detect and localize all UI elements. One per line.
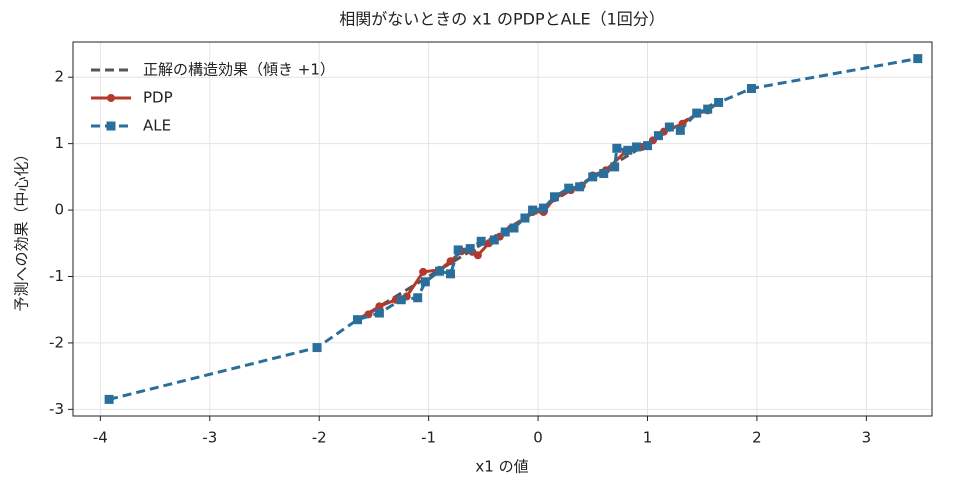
marker: [375, 302, 384, 311]
y-tick-label: 0: [54, 201, 64, 219]
marker: [623, 145, 633, 155]
marker: [509, 223, 519, 233]
y-tick-label: -3: [49, 400, 64, 418]
marker: [476, 236, 486, 246]
marker: [413, 293, 423, 303]
marker: [520, 213, 530, 223]
y-tick-label: -1: [49, 267, 64, 285]
marker: [374, 308, 384, 318]
marker: [539, 203, 549, 213]
x-tick-label: -4: [93, 429, 108, 447]
x-tick-label: 2: [752, 429, 762, 447]
marker: [446, 269, 456, 279]
marker: [106, 121, 116, 131]
marker: [489, 235, 499, 245]
marker: [664, 122, 674, 132]
marker: [575, 182, 585, 192]
chart-title: 相関がないときの x1 のPDPとALE（1回分）: [339, 10, 665, 29]
y-tick-label: 2: [54, 68, 64, 86]
marker: [714, 97, 724, 107]
x-tick-label: -1: [421, 429, 436, 447]
marker: [746, 84, 756, 94]
x-tick-label: -2: [312, 429, 327, 447]
legend: 正解の構造効果（傾き +1） PDP ALE: [91, 61, 335, 135]
marker: [104, 394, 114, 404]
legend-label: 正解の構造効果（傾き +1）: [143, 61, 335, 79]
x-tick-label: 3: [862, 429, 872, 447]
marker: [465, 244, 475, 254]
x-tick-label: 1: [643, 429, 653, 447]
y-axis-label: 予測への効果（中心化）: [13, 146, 31, 311]
x-tick-label: -3: [202, 429, 217, 447]
marker: [642, 141, 652, 151]
marker: [564, 183, 574, 193]
marker: [312, 343, 322, 353]
marker: [692, 108, 702, 118]
marker: [653, 131, 663, 141]
legend-label: ALE: [143, 117, 171, 135]
marker: [353, 315, 363, 325]
marker: [913, 54, 923, 64]
marker: [500, 227, 510, 237]
marker: [419, 267, 428, 276]
marker: [435, 266, 445, 276]
marker: [610, 162, 620, 172]
marker: [703, 104, 713, 114]
plot-frame: [72, 41, 933, 417]
marker: [453, 245, 463, 255]
marker: [473, 251, 482, 260]
marker: [588, 172, 598, 182]
x-tick-label: 0: [533, 429, 543, 447]
legend-label: PDP: [143, 89, 173, 107]
marker: [612, 143, 622, 153]
x-axis-label: x1 の値: [475, 458, 528, 476]
y-tick-label: 1: [54, 134, 64, 152]
marker: [528, 205, 538, 215]
y-tick-label: -2: [49, 333, 64, 351]
marker: [675, 125, 685, 135]
marker: [632, 142, 642, 152]
marker: [420, 277, 430, 287]
marker: [396, 295, 406, 305]
marker: [549, 192, 559, 202]
marker: [599, 169, 609, 179]
marker: [107, 94, 115, 102]
